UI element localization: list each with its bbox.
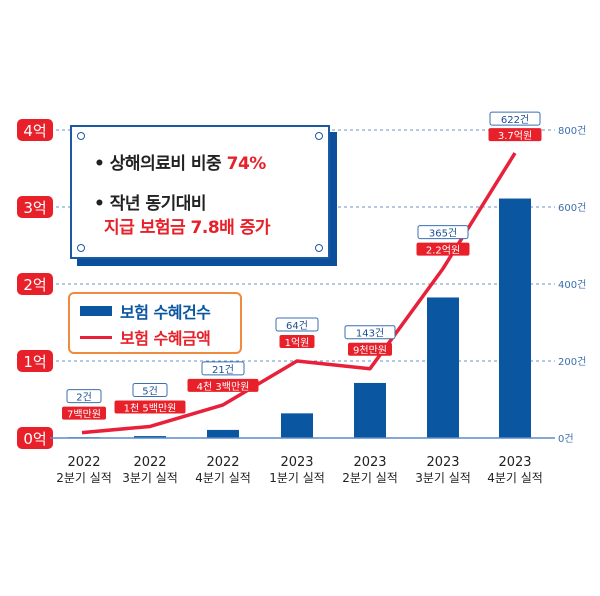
right-tick-label: 200건 (558, 356, 586, 368)
amount-data-label: 3.7억원 (498, 130, 532, 142)
x-tick-quarter: 3분기 실적 (415, 471, 471, 485)
x-tick-quarter: 3분기 실적 (122, 471, 178, 485)
legend-line-swatch-icon (80, 335, 112, 339)
amount-data-label: 2.2억원 (426, 245, 460, 257)
x-tick-quarter: 2분기 실적 (342, 471, 398, 485)
count-data-label: 5건 (142, 385, 158, 397)
legend: 보험 수혜건수 보험 수혜금액 (68, 292, 242, 354)
count-data-label: 2건 (76, 392, 92, 404)
callout-box: • 상해의료비 비중 74% • 작년 동기대비 지급 보험금 7.8배 증가 (70, 125, 330, 259)
x-tick-quarter: 4분기 실적 (487, 471, 543, 485)
bar (354, 382, 386, 438)
count-label-box (201, 361, 245, 376)
legend-bar-swatch-icon (80, 306, 112, 316)
corner-dot-icon (315, 244, 323, 252)
left-tick-badge (17, 273, 53, 295)
left-tick-label: 3억 (23, 199, 46, 217)
amount-label-box (62, 406, 106, 420)
amount-label-box (416, 242, 470, 256)
amount-label-box (348, 342, 392, 356)
left-tick-badge (17, 196, 53, 218)
right-tick-label: 600건 (558, 202, 586, 214)
count-data-label: 64건 (286, 320, 308, 332)
amount-line (81, 152, 517, 435)
count-data-label: 143건 (356, 328, 384, 340)
left-tick-badge (17, 119, 53, 141)
corner-dot-icon (77, 132, 85, 140)
callout-line-3: 지급 보험금 7.8배 증가 (104, 218, 271, 238)
legend-label: 보험 수혜금액 (120, 329, 211, 348)
count-label-box (66, 389, 102, 404)
amount-data-label: 7백만원 (67, 409, 101, 421)
callout-highlight: 74% (226, 154, 267, 174)
bar (207, 429, 239, 438)
amount-label-box (488, 128, 542, 142)
x-tick-year: 2023 (498, 455, 531, 470)
left-tick-badge (17, 427, 53, 449)
count-label-box (275, 317, 319, 332)
amount-data-label: 1억원 (285, 337, 310, 349)
count-data-label: 622건 (501, 114, 529, 126)
corner-dot-icon (315, 132, 323, 140)
left-tick-badge (17, 350, 53, 372)
left-tick-label: 2억 (23, 276, 46, 294)
count-label-box (489, 111, 541, 126)
x-tick-year: 2023 (353, 455, 386, 470)
left-tick-label: 4억 (23, 122, 46, 140)
bar (427, 297, 459, 438)
amount-label-box (279, 335, 315, 348)
count-label-box (344, 325, 396, 340)
x-tick-quarter: 4분기 실적 (195, 471, 251, 485)
count-data-label: 21건 (212, 364, 234, 376)
x-tick-year: 2022 (67, 455, 100, 470)
bar (499, 198, 531, 438)
corner-dot-icon (77, 244, 85, 252)
bar (281, 413, 313, 438)
amount-label-box (114, 400, 186, 414)
callout-text: • 상해의료비 비중 (94, 154, 227, 174)
callout-line-1: • 상해의료비 비중 74% (94, 149, 266, 174)
amount-data-label: 9천만원 (353, 345, 387, 357)
x-tick-quarter: 2분기 실적 (56, 471, 112, 485)
legend-item-amount: 보험 수혜금액 (80, 325, 211, 349)
legend-label: 보험 수혜건수 (120, 303, 211, 322)
x-tick-year: 2022 (133, 455, 166, 470)
count-label-box (417, 225, 469, 240)
left-tick-label: 1억 (23, 353, 46, 371)
amount-data-label: 1천 5백만원 (124, 402, 177, 414)
x-tick-year: 2023 (426, 455, 459, 470)
right-tick-label: 400건 (558, 279, 586, 291)
x-tick-year: 2023 (280, 455, 313, 470)
callout-line-2: • 작년 동기대비 (94, 194, 207, 214)
bar (134, 436, 166, 438)
left-tick-label: 0억 (23, 430, 46, 448)
x-tick-year: 2022 (206, 455, 239, 470)
right-tick-label: 0건 (558, 433, 574, 445)
count-label-box (132, 382, 168, 397)
amount-data-label: 4천 3백만원 (197, 381, 250, 393)
right-tick-label: 800건 (558, 125, 586, 137)
x-tick-quarter: 1분기 실적 (269, 471, 325, 485)
count-data-label: 365건 (429, 228, 457, 240)
legend-item-count: 보험 수혜건수 (80, 299, 211, 323)
amount-label-box (187, 378, 259, 392)
